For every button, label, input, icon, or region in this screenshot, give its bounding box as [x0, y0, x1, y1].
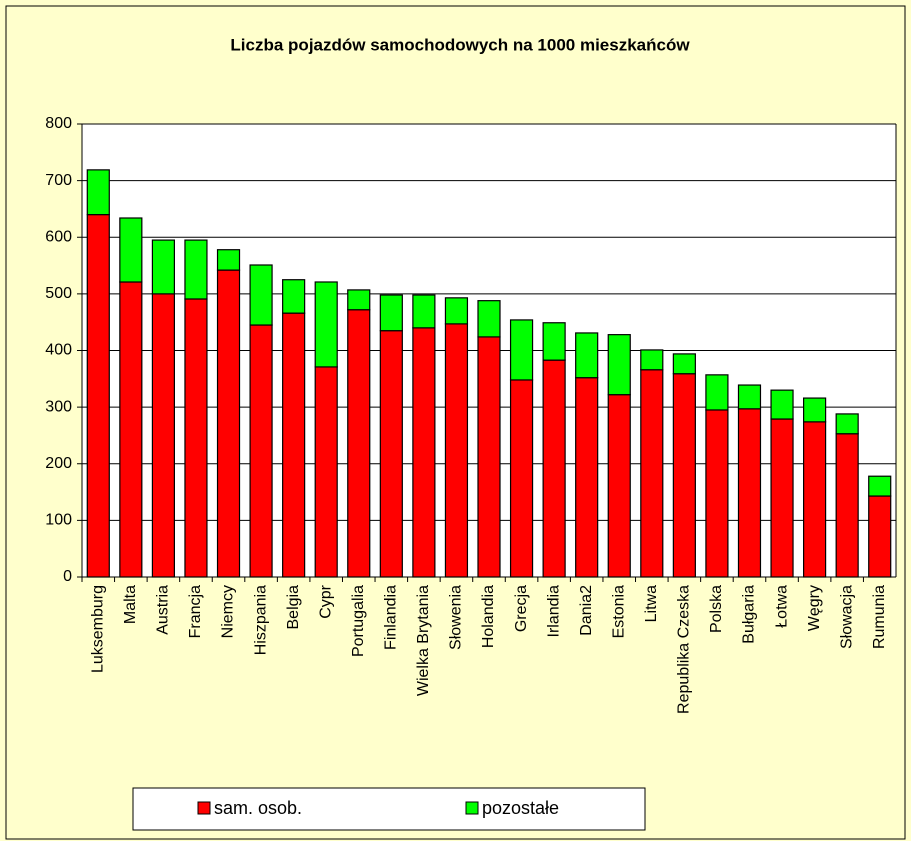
bar-segment	[868, 495, 892, 578]
x-tick-label: Węgry	[806, 585, 823, 631]
bar-segment	[347, 289, 371, 311]
bar-segment	[151, 293, 175, 578]
x-tick-label: Dania2	[578, 585, 595, 636]
bar-segment	[282, 312, 306, 578]
legend-swatch	[197, 801, 211, 815]
y-tick-label: 200	[45, 455, 72, 472]
x-tick-label: Estonia	[610, 585, 627, 638]
bar-segment	[86, 169, 110, 216]
bar-segment	[509, 379, 534, 578]
x-tick-label: Austria	[155, 585, 172, 635]
legend-label: sam. osob.	[214, 798, 302, 818]
x-tick-label: Łotwa	[773, 585, 790, 628]
bar-segment	[868, 475, 892, 497]
bar-segment	[575, 377, 599, 578]
y-tick-label: 600	[45, 228, 72, 245]
y-tick-label: 100	[45, 512, 72, 529]
bar-segment	[314, 366, 338, 578]
bar-segment	[672, 373, 696, 578]
bar-segment	[216, 249, 241, 271]
bar-segment	[575, 332, 599, 379]
bar-segment	[412, 294, 436, 329]
bar-segment	[737, 384, 762, 410]
bar-segment	[314, 281, 338, 368]
bar-segment	[542, 322, 566, 361]
bar-segment	[379, 294, 403, 332]
bar-segment	[509, 319, 534, 381]
chart-border	[5, 5, 906, 840]
bar-segment	[640, 369, 664, 578]
x-tick-label: Francja	[187, 585, 204, 638]
bar-segment	[444, 323, 469, 578]
bar-segment	[249, 264, 273, 326]
x-tick-label: Irlandia	[545, 585, 562, 638]
bar-segment	[119, 217, 143, 283]
bar-segment	[119, 281, 143, 578]
x-tick-label: Słowacja	[838, 585, 855, 649]
bar-segment	[705, 409, 729, 578]
bar-segment	[412, 327, 436, 578]
bar-segment	[672, 353, 696, 375]
x-tick-label: Holandia	[480, 585, 497, 648]
x-tick-label: Wielka Brytania	[415, 585, 432, 696]
y-tick-label: 500	[45, 285, 72, 302]
x-tick-label: Litwa	[643, 585, 660, 622]
x-tick-label: Hiszpania	[252, 585, 269, 655]
x-tick-label: Malta	[122, 585, 139, 624]
x-tick-label: Rumunia	[871, 585, 888, 649]
bar-segment	[249, 324, 273, 578]
x-tick-label: Niemcy	[220, 585, 237, 638]
x-tick-label: Polska	[708, 585, 725, 633]
legend-label: pozostałe	[482, 798, 559, 818]
bar-segment	[477, 336, 501, 578]
bar-segment	[607, 334, 631, 396]
x-tick-label: Słowenia	[448, 585, 465, 650]
y-tick-label: 300	[45, 398, 72, 415]
bar-segment	[607, 394, 631, 578]
bar-segment	[802, 397, 827, 423]
x-tick-label: Cypr	[317, 584, 334, 618]
chart-title: Liczba pojazdów samochodowych na 1000 mi…	[230, 35, 690, 54]
y-tick-label: 400	[45, 342, 72, 359]
bar-segment	[477, 300, 501, 338]
bar-segment	[802, 421, 827, 578]
bar-segment	[705, 374, 729, 411]
bar-segment	[737, 408, 762, 578]
bar-segment	[379, 330, 403, 578]
bar-segment	[835, 433, 859, 578]
legend	[132, 787, 646, 831]
bar-segment	[282, 279, 306, 314]
legend-swatch	[465, 801, 479, 815]
bar-segment	[640, 349, 664, 371]
bar-segment	[770, 418, 794, 578]
bar-segment	[347, 309, 371, 578]
y-tick-label: 700	[45, 172, 72, 189]
y-tick-label: 800	[45, 115, 72, 132]
bar-segment	[216, 269, 241, 578]
bar-segment	[770, 389, 794, 420]
bar-segment	[444, 297, 469, 325]
x-tick-label: Finlandia	[383, 585, 400, 650]
bar-segment	[184, 239, 208, 300]
x-tick-label: Bułgaria	[741, 585, 758, 644]
bar-segment	[835, 413, 859, 435]
x-tick-label: Belgia	[285, 585, 302, 630]
x-tick-label: Portugalia	[350, 585, 367, 657]
y-tick-label: 0	[63, 568, 72, 585]
bar-segment	[86, 214, 110, 578]
bar-segment	[542, 359, 566, 578]
x-tick-label: Luksemburg	[89, 585, 106, 673]
bar-segment	[184, 298, 208, 578]
x-tick-label: Grecja	[513, 585, 530, 632]
x-tick-label: Republika Czeska	[676, 585, 693, 714]
bar-segment	[151, 239, 175, 295]
